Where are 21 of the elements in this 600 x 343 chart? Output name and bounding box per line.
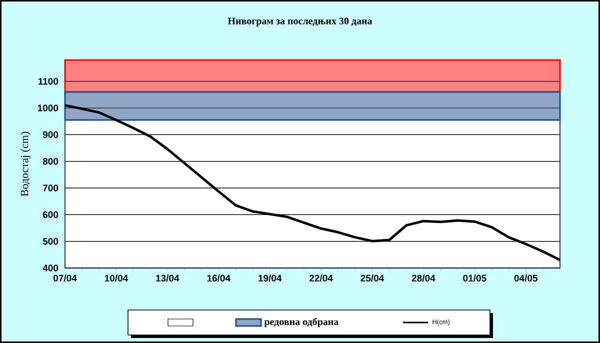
y-tick-label: 900	[42, 131, 58, 138]
y-tick-label: 400	[42, 264, 58, 272]
y-tick-label: 600	[42, 211, 58, 218]
x-tick-label: 01/05	[463, 274, 486, 282]
y-tick-label: 700	[43, 184, 58, 192]
x-tick-label: 04/05	[514, 274, 538, 282]
x-tick-label: 22/04	[309, 274, 333, 282]
x-tick-label: 19/04	[258, 274, 282, 282]
y-axis-title: Водостај (cm)	[20, 132, 30, 196]
y-tick-label: 500	[42, 238, 58, 245]
x-tick-label: 28/04	[412, 274, 436, 282]
legend-label: редовна одбрана	[264, 318, 338, 328]
y-tick-label: 800	[42, 158, 58, 165]
y-tick-label: 1000	[38, 104, 58, 112]
x-tick-label: 13/04	[156, 274, 180, 282]
y-tick-label: 1100	[38, 78, 58, 85]
x-tick-label: 25/04	[360, 274, 384, 282]
x-tick-label: 10/04	[104, 274, 128, 282]
x-tick-label: 16/04	[207, 274, 230, 282]
chart-title: Нивограм за последњих 30 дана	[228, 18, 372, 26]
x-tick-label: 07/04	[53, 274, 77, 282]
